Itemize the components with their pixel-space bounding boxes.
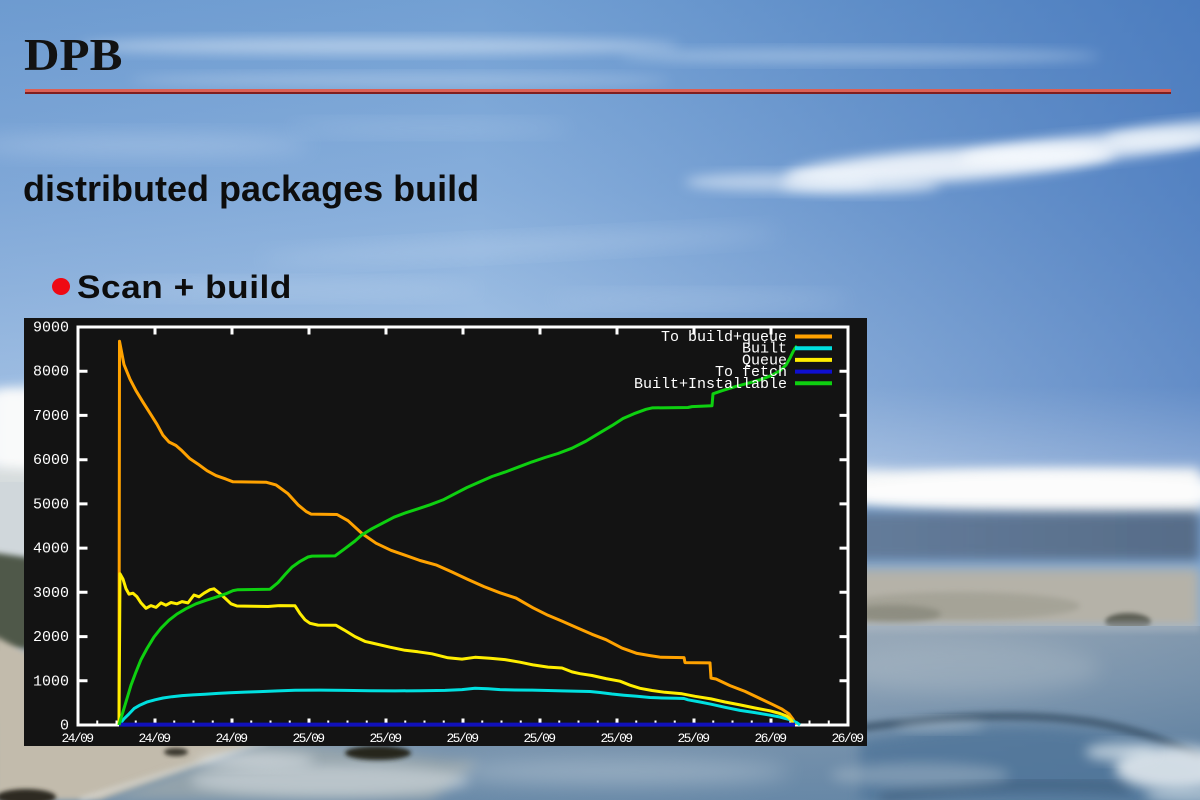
svg-text:Built: Built bbox=[742, 341, 787, 358]
svg-text:5000: 5000 bbox=[33, 496, 69, 513]
svg-text:25/09: 25/09 bbox=[446, 731, 478, 746]
svg-text:2000: 2000 bbox=[33, 629, 69, 646]
svg-text:6000: 6000 bbox=[33, 452, 69, 469]
svg-text:25/09: 25/09 bbox=[292, 731, 324, 746]
svg-text:8000: 8000 bbox=[33, 364, 69, 381]
svg-text:24/09: 24/09 bbox=[61, 731, 93, 746]
svg-text:1000: 1000 bbox=[33, 673, 69, 690]
svg-text:9000: 9000 bbox=[33, 320, 69, 337]
svg-text:25/09: 25/09 bbox=[600, 731, 632, 746]
svg-text:26/09: 26/09 bbox=[831, 731, 863, 746]
svg-text:26/09: 26/09 bbox=[754, 731, 786, 746]
svg-text:24/09: 24/09 bbox=[138, 731, 170, 746]
svg-text:3000: 3000 bbox=[33, 585, 69, 602]
svg-text:4000: 4000 bbox=[33, 541, 69, 558]
svg-text:25/09: 25/09 bbox=[523, 731, 555, 746]
svg-text:Built+Installable: Built+Installable bbox=[634, 376, 787, 393]
svg-text:25/09: 25/09 bbox=[677, 731, 709, 746]
svg-text:Queue: Queue bbox=[742, 352, 787, 369]
svg-text:25/09: 25/09 bbox=[369, 731, 401, 746]
svg-text:0: 0 bbox=[60, 718, 69, 735]
svg-text:To build+queue: To build+queue bbox=[661, 329, 787, 346]
svg-text:To fetch: To fetch bbox=[715, 364, 787, 381]
svg-text:7000: 7000 bbox=[33, 408, 69, 425]
svg-text:24/09: 24/09 bbox=[215, 731, 247, 746]
